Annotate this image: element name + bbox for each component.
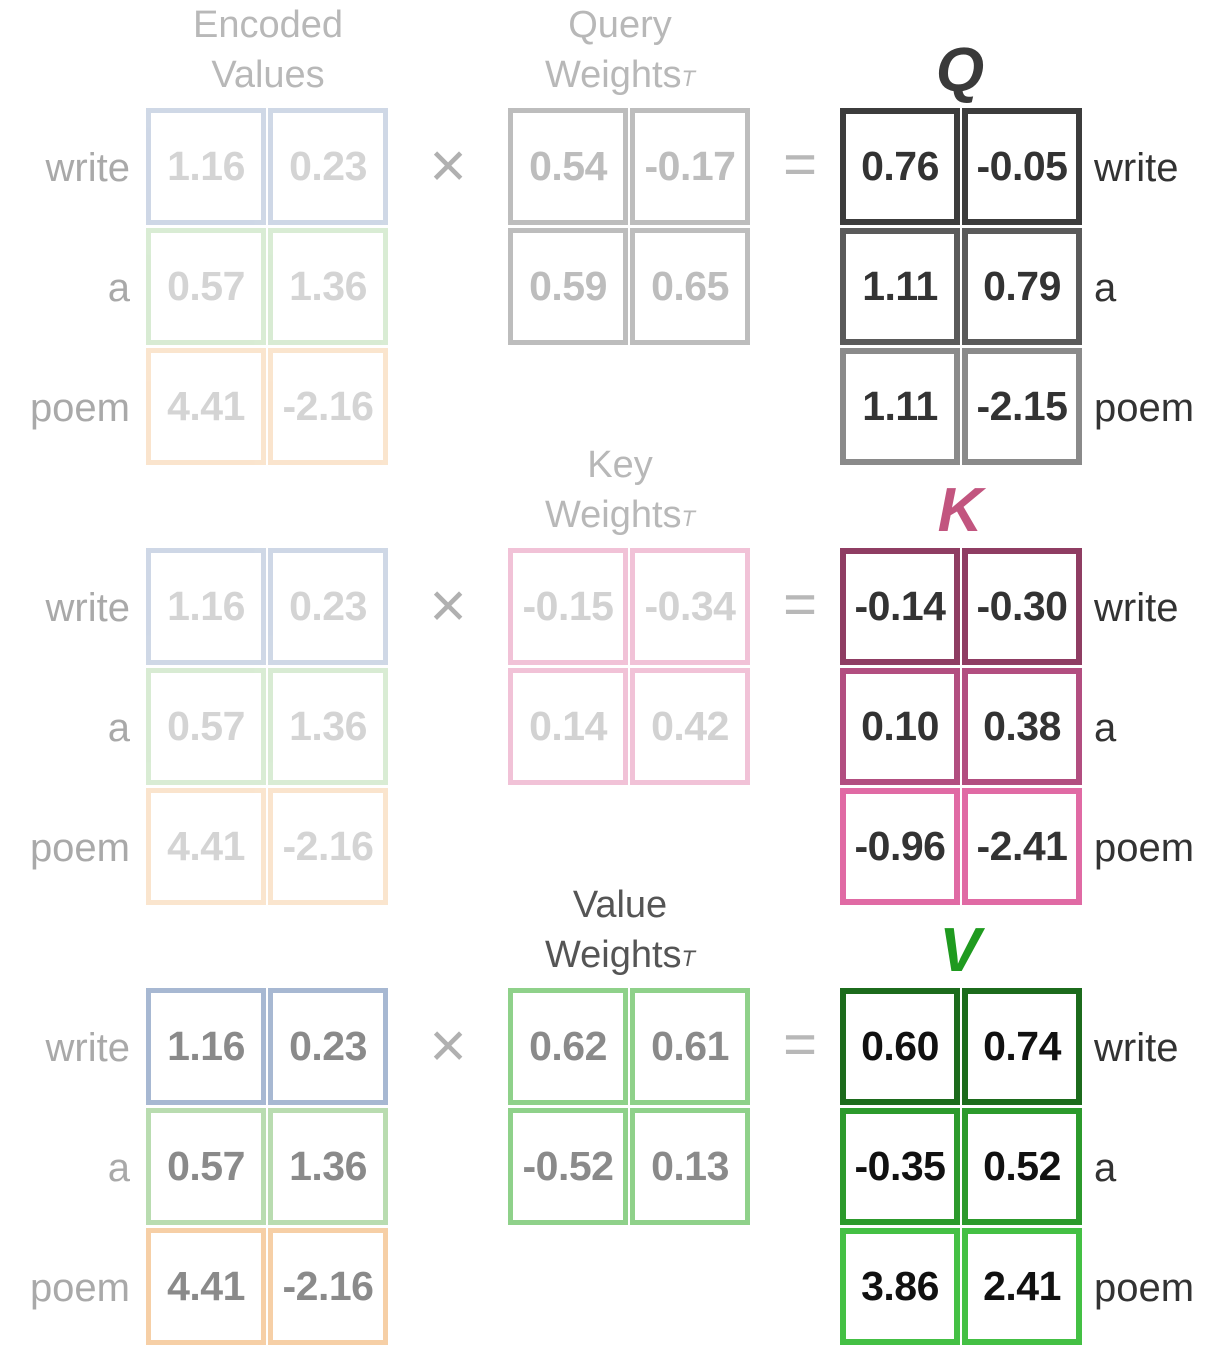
weight-cell-query-r0-c1: -0.17: [630, 108, 750, 225]
row-label-right-value-1: a: [1094, 1146, 1117, 1190]
q-title: Q: [935, 36, 985, 105]
value-weights-line2: WeightsT: [490, 930, 750, 980]
weight-cell-query-r1-c0: 0.59: [508, 228, 628, 345]
encoded-cell-query-r2-c0: 4.41: [146, 348, 266, 465]
result-cell-query-r1-c0: 1.11: [840, 228, 960, 345]
times-sign-query: ×: [429, 129, 467, 201]
encoded-values-line1: Encoded: [192, 4, 343, 46]
v-title: V: [939, 916, 981, 985]
result-cell-value-r0-c0: 0.60: [840, 988, 960, 1105]
encoded-cell-query-r1-c0: 0.57: [146, 228, 266, 345]
query-weights-transpose: T: [681, 66, 696, 91]
encoded-cell-key-r1-c1: 1.36: [268, 668, 388, 785]
query-weights-header: Query WeightsT: [490, 0, 750, 100]
result-cell-key-r0-c0: -0.14: [840, 548, 960, 665]
result-cell-value-r1-c1: 0.52: [962, 1108, 1082, 1225]
result-cell-key-r2-c0: -0.96: [840, 788, 960, 905]
encoded-cell-key-r0-c0: 1.16: [146, 548, 266, 665]
encoded-cell-value-r0-c1: 0.23: [268, 988, 388, 1105]
row-label-right-key-0: write: [1094, 586, 1179, 630]
query-weights-line2: WeightsT: [490, 50, 750, 100]
encoded-cell-value-r2-c1: -2.16: [268, 1228, 388, 1345]
result-cell-key-r1-c0: 0.10: [840, 668, 960, 785]
encoded-cell-key-r0-c1: 0.23: [268, 548, 388, 665]
key-weights-line2: WeightsT: [490, 490, 750, 540]
times-sign-value: ×: [429, 1009, 467, 1081]
key-weights-word: Weights: [544, 494, 682, 536]
encoded-cell-value-r2-c0: 4.41: [146, 1228, 266, 1345]
weight-cell-value-r1-c0: -0.52: [508, 1108, 628, 1225]
weight-cell-query-r1-c1: 0.65: [630, 228, 750, 345]
result-cell-value-r0-c1: 0.74: [962, 988, 1082, 1105]
encoded-values-header: Encoded Values: [138, 0, 398, 100]
weight-cell-value-r1-c1: 0.13: [630, 1108, 750, 1225]
row-label-left-query-0: write: [45, 146, 130, 190]
encoded-cell-query-r2-c1: -2.16: [268, 348, 388, 465]
value-weights-word: Weights: [544, 934, 682, 976]
query-weights-word: Weights: [544, 54, 682, 96]
row-label-right-key-1: a: [1094, 706, 1117, 750]
encoded-cell-value-r0-c0: 1.16: [146, 988, 266, 1105]
row-label-left-value-1: a: [107, 1146, 130, 1190]
encoded-cell-key-r2-c1: -2.16: [268, 788, 388, 905]
row-label-right-query-2: poem: [1094, 386, 1195, 430]
result-cell-query-r1-c1: 0.79: [962, 228, 1082, 345]
row-label-right-value-0: write: [1094, 1026, 1179, 1070]
query-weights-line1: Query: [568, 4, 672, 46]
key-weights-transpose: T: [681, 506, 696, 531]
row-label-right-value-2: poem: [1094, 1266, 1195, 1310]
row-label-left-key-0: write: [45, 586, 130, 630]
encoded-cell-key-r2-c0: 4.41: [146, 788, 266, 905]
value-weights-line1: Value: [572, 884, 668, 926]
weight-cell-key-r1-c1: 0.42: [630, 668, 750, 785]
row-label-left-key-2: poem: [29, 826, 130, 870]
result-cell-key-r1-c1: 0.38: [962, 668, 1082, 785]
result-cell-value-r2-c0: 3.86: [840, 1228, 960, 1345]
weight-cell-key-r0-c0: -0.15: [508, 548, 628, 665]
value-weights-transpose: T: [681, 946, 696, 971]
result-cell-query-r0-c1: -0.05: [962, 108, 1082, 225]
equals-sign-key: =: [783, 572, 817, 637]
result-cell-value-r2-c1: 2.41: [962, 1228, 1082, 1345]
row-label-left-value-2: poem: [29, 1266, 130, 1310]
row-label-left-query-2: poem: [29, 386, 130, 430]
key-weights-header: Key WeightsT: [490, 440, 750, 540]
equals-sign-value: =: [783, 1012, 817, 1077]
weight-cell-key-r0-c1: -0.34: [630, 548, 750, 665]
weight-cell-value-r0-c0: 0.62: [508, 988, 628, 1105]
result-cell-query-r0-c0: 0.76: [840, 108, 960, 225]
encoded-cell-key-r1-c0: 0.57: [146, 668, 266, 785]
result-cell-key-r2-c1: -2.41: [962, 788, 1082, 905]
equals-sign-query: =: [783, 132, 817, 197]
result-cell-query-r2-c0: 1.11: [840, 348, 960, 465]
row-label-left-value-0: write: [45, 1026, 130, 1070]
weight-cell-query-r0-c0: 0.54: [508, 108, 628, 225]
row-label-right-query-1: a: [1094, 266, 1117, 310]
weight-cell-key-r1-c0: 0.14: [508, 668, 628, 785]
value-weights-header: Value WeightsT: [490, 880, 750, 980]
row-label-right-key-2: poem: [1094, 826, 1195, 870]
encoded-cell-query-r1-c1: 1.36: [268, 228, 388, 345]
times-sign-key: ×: [429, 569, 467, 641]
encoded-cell-query-r0-c0: 1.16: [146, 108, 266, 225]
row-label-left-key-1: a: [107, 706, 130, 750]
encoded-cell-value-r1-c0: 0.57: [146, 1108, 266, 1225]
key-weights-line1: Key: [587, 444, 653, 486]
result-cell-query-r2-c1: -2.15: [962, 348, 1082, 465]
encoded-cell-value-r1-c1: 1.36: [268, 1108, 388, 1225]
k-title: K: [937, 476, 983, 545]
result-cell-value-r1-c0: -0.35: [840, 1108, 960, 1225]
row-label-left-query-1: a: [107, 266, 130, 310]
encoded-values-line2: Values: [211, 54, 325, 96]
encoded-cell-query-r0-c1: 0.23: [268, 108, 388, 225]
weight-cell-value-r0-c1: 0.61: [630, 988, 750, 1105]
row-label-right-query-0: write: [1094, 146, 1179, 190]
result-cell-key-r0-c1: -0.30: [962, 548, 1082, 665]
